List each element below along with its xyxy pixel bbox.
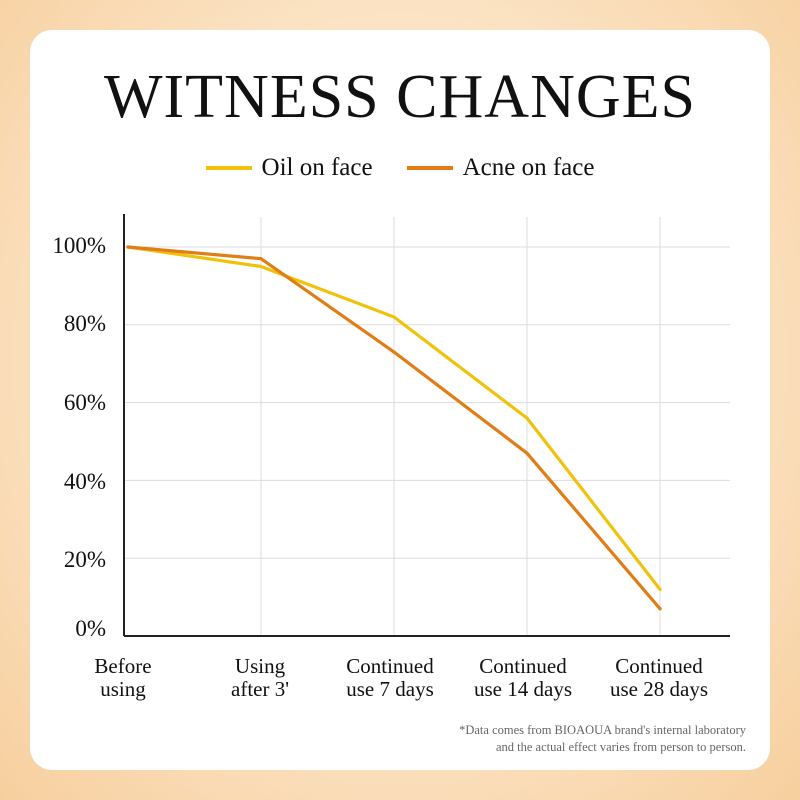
data-point xyxy=(525,416,529,420)
data-point xyxy=(392,315,396,319)
legend-label-acne: Acne on face xyxy=(462,154,595,181)
x-tick-label: Continued xyxy=(479,654,567,678)
data-point xyxy=(392,350,396,354)
legend: Oil on face Acne on face xyxy=(0,154,800,182)
footnote: *Data comes from BIOAOUA brand's interna… xyxy=(459,722,746,756)
legend-swatch-acne xyxy=(406,166,453,170)
data-point xyxy=(658,607,662,611)
data-point xyxy=(259,264,263,269)
x-tick-label: Using xyxy=(235,654,286,678)
card-background xyxy=(30,30,770,770)
data-point xyxy=(658,587,662,591)
legend-item-oil: Oil on face xyxy=(205,154,373,182)
y-tick-label: 80% xyxy=(64,311,106,336)
page-title: WITNESS CHANGES xyxy=(104,63,696,131)
y-tick-label: 40% xyxy=(64,469,106,494)
y-tick-label: 0% xyxy=(75,616,106,641)
x-tick-label: use 7 days xyxy=(346,677,434,701)
y-tick-label: 60% xyxy=(64,390,106,415)
data-point xyxy=(525,451,529,455)
x-tick-label: after 3' xyxy=(231,677,289,701)
legend-label-oil: Oil on face xyxy=(261,154,373,181)
y-tick-label: 20% xyxy=(64,547,106,572)
data-point xyxy=(126,245,130,249)
x-tick-label: using xyxy=(100,677,146,701)
x-tick-label: use 28 days xyxy=(610,677,708,701)
footnote-line-1: *Data comes from BIOAOUA brand's interna… xyxy=(459,723,746,737)
legend-swatch-oil xyxy=(205,166,252,170)
x-tick-label: use 14 days xyxy=(474,677,572,701)
x-tick-label: Continued xyxy=(615,654,703,678)
legend-item-acne: Acne on face xyxy=(406,154,595,182)
y-tick-label: 100% xyxy=(52,233,106,258)
x-tick-label: Before xyxy=(94,654,151,678)
footnote-line-2: and the actual effect varies from person… xyxy=(495,740,746,754)
x-tick-label: Continued xyxy=(346,654,434,678)
data-point xyxy=(259,257,263,261)
